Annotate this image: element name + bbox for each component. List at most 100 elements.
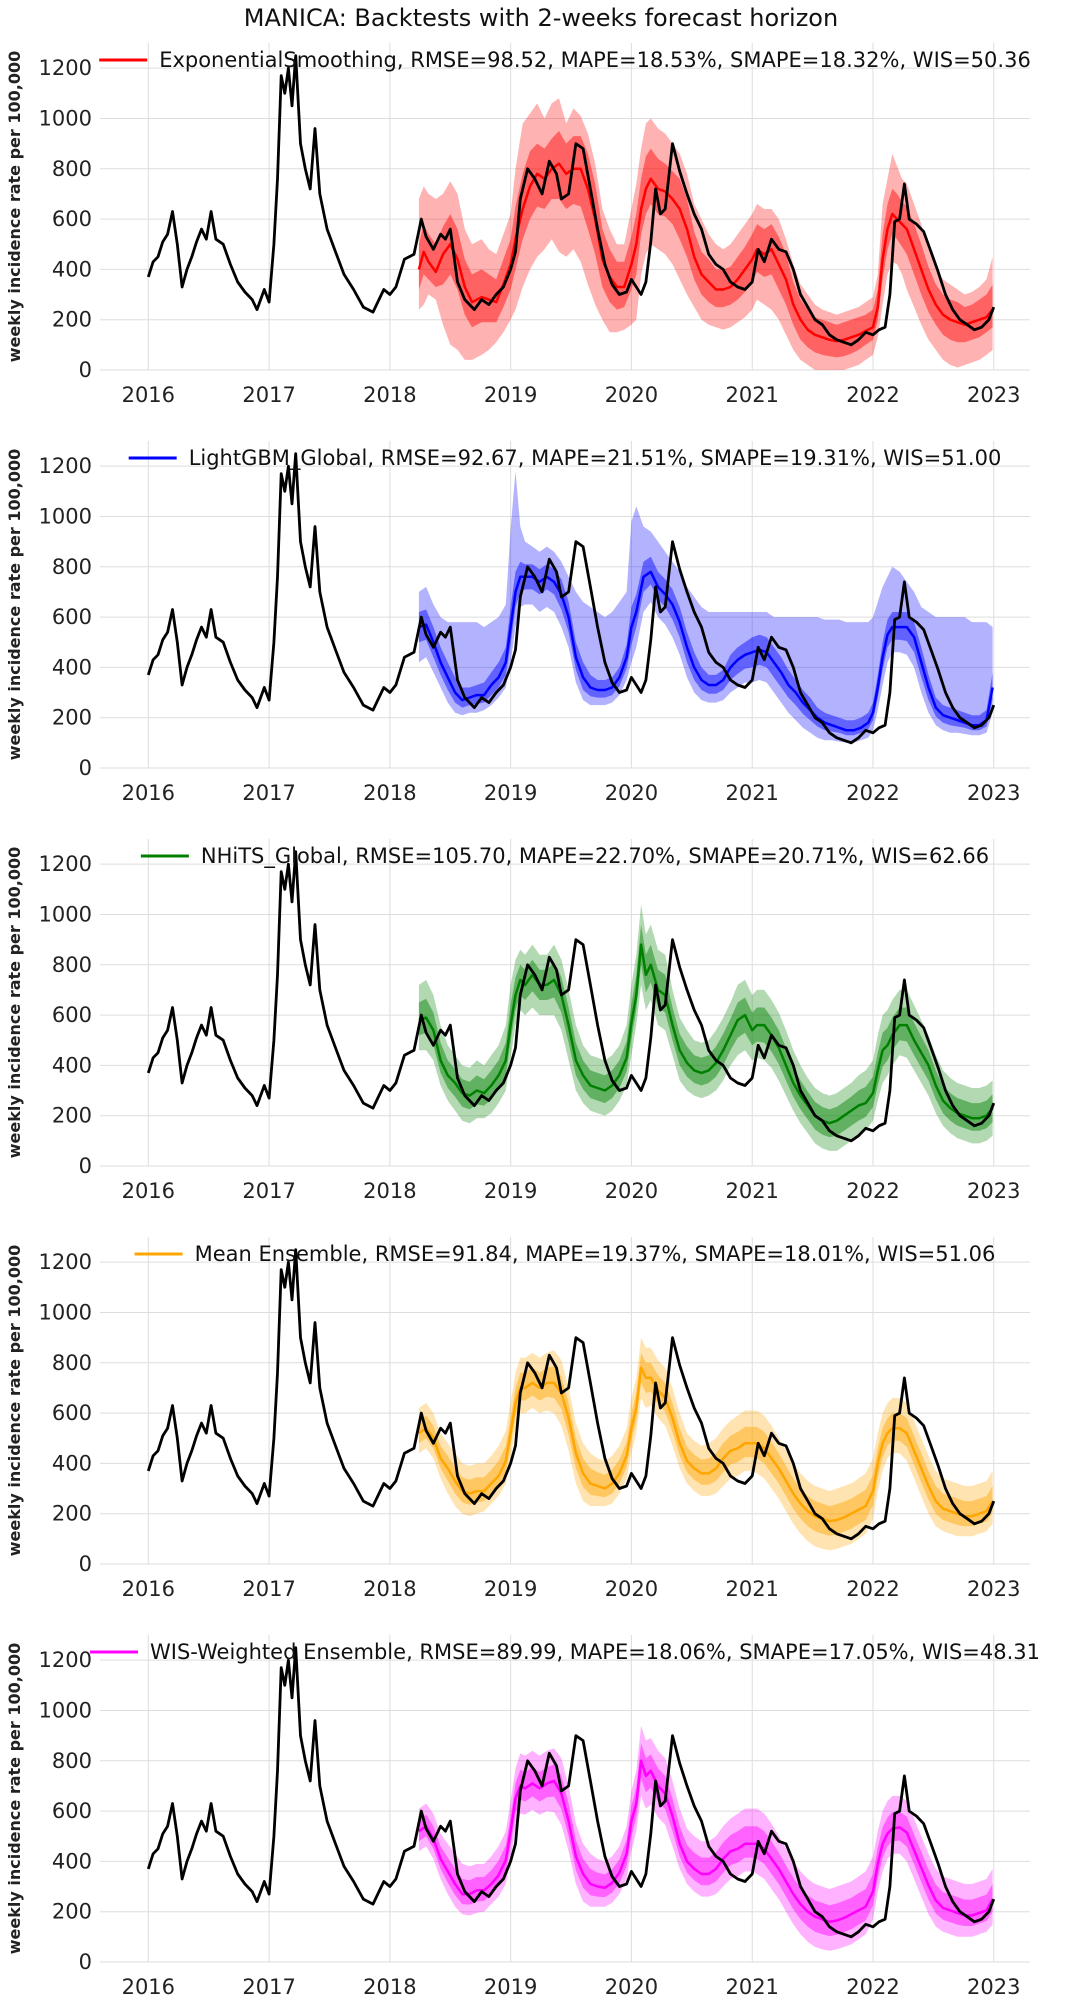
x-tick-label: 2021 — [725, 383, 778, 407]
y-tick-label: 600 — [52, 1401, 92, 1425]
y-tick-label: 0 — [79, 756, 92, 780]
x-tick-label: 2018 — [363, 1975, 416, 1999]
y-tick-label: 400 — [52, 1451, 92, 1475]
y-tick-label: 200 — [52, 706, 92, 730]
y-tick-label: 400 — [52, 257, 92, 281]
x-tick-label: 2016 — [122, 383, 175, 407]
y-tick-label: 600 — [52, 207, 92, 231]
y-tick-label: 0 — [79, 1552, 92, 1576]
x-tick-label: 2019 — [484, 383, 537, 407]
y-tick-label: 200 — [52, 1502, 92, 1526]
legend-label: NHiTS_Global, RMSE=105.70, MAPE=22.70%, … — [201, 844, 989, 869]
x-tick-label: 2018 — [363, 383, 416, 407]
x-tick-label: 2022 — [846, 1975, 899, 1999]
x-tick-label: 2020 — [605, 1577, 658, 1601]
y-tick-label: 0 — [79, 358, 92, 382]
x-tick-label: 2021 — [725, 1975, 778, 1999]
y-tick-label: 1200 — [39, 1250, 92, 1274]
legend-label: Mean Ensemble, RMSE=91.84, MAPE=19.37%, … — [195, 1242, 996, 1266]
y-tick-label: 0 — [79, 1950, 92, 1974]
figure-title: MANICA: Backtests with 2-weeks forecast … — [243, 4, 839, 32]
y-tick-label: 200 — [52, 1900, 92, 1924]
forecast-median-line — [418, 1759, 994, 1924]
x-tick-label: 2016 — [122, 1975, 175, 1999]
legend: WIS-Weighted Ensemble, RMSE=89.99, MAPE=… — [89, 1640, 1040, 1664]
y-tick-label: 1000 — [39, 902, 92, 926]
x-tick-label: 2022 — [846, 1577, 899, 1601]
y-tick-label: 400 — [52, 1053, 92, 1077]
panel-lightgbm-global: 2016 2017 2018 2019 2020 2021 2022 2023 0 200 400 6… — [5, 441, 1030, 805]
x-tick-label: 2021 — [725, 781, 778, 805]
x-tick-label: 2020 — [605, 781, 658, 805]
y-tick-label: 1000 — [39, 1698, 92, 1722]
legend-label: LightGBM_Global, RMSE=92.67, MAPE=21.51%… — [189, 446, 1002, 471]
x-tick-label: 2016 — [122, 1179, 175, 1203]
x-tick-label: 2023 — [967, 383, 1020, 407]
y-tick-label: 400 — [52, 1849, 92, 1873]
panel-nhits-global: 2016 2017 2018 2019 2020 2021 2022 2023 0 200 400 6… — [5, 839, 1030, 1203]
y-axis-label: weekly incidence rate per 100,000 — [5, 847, 24, 1158]
y-tick-label: 600 — [52, 605, 92, 629]
x-tick-label: 2020 — [605, 1975, 658, 1999]
y-tick-label: 1200 — [39, 56, 92, 80]
x-tick-label: 2016 — [122, 1577, 175, 1601]
legend: ExponentialSmoothing, RMSE=98.52, MAPE=1… — [99, 48, 1031, 72]
legend: Mean Ensemble, RMSE=91.84, MAPE=19.37%, … — [134, 1242, 996, 1266]
panel-exponential-smoothing: 2016 2017 2018 2019 2020 2021 2022 2023 0 200 400 6… — [5, 43, 1031, 407]
y-tick-label: 800 — [52, 555, 92, 579]
actual-series-line — [146, 1248, 996, 1541]
legend-label: WIS-Weighted Ensemble, RMSE=89.99, MAPE=… — [150, 1640, 1040, 1664]
y-axis-label: weekly incidence rate per 100,000 — [5, 1643, 24, 1954]
y-tick-label: 1200 — [39, 852, 92, 876]
actual-series-line — [146, 1646, 996, 1939]
y-tick-label: 0 — [79, 1154, 92, 1178]
forecast-outer-band — [418, 471, 993, 743]
panel-wis-weighted-ensemble: 2016 2017 2018 2019 2020 2021 2022 2023 0 200 400 6… — [5, 1635, 1040, 1999]
y-axis-label: weekly incidence rate per 100,000 — [5, 1245, 24, 1556]
forecast-outer-band — [418, 1725, 993, 1951]
x-tick-label: 2018 — [363, 781, 416, 805]
x-tick-label: 2017 — [242, 1577, 295, 1601]
y-tick-label: 600 — [52, 1799, 92, 1823]
x-tick-label: 2021 — [725, 1179, 778, 1203]
x-tick-label: 2017 — [242, 1179, 295, 1203]
y-tick-label: 800 — [52, 1351, 92, 1375]
x-tick-label: 2020 — [605, 383, 658, 407]
grid — [100, 1237, 1030, 1565]
x-tick-label: 2017 — [242, 781, 295, 805]
legend: NHiTS_Global, RMSE=105.70, MAPE=22.70%, … — [140, 844, 989, 869]
x-tick-label: 2019 — [484, 1975, 537, 1999]
x-tick-label: 2023 — [967, 1975, 1020, 1999]
y-axis-label: weekly incidence rate per 100,000 — [5, 51, 24, 362]
x-tick-label: 2022 — [846, 781, 899, 805]
y-tick-label: 1000 — [39, 504, 92, 528]
x-tick-label: 2022 — [846, 383, 899, 407]
y-tick-label: 1000 — [39, 106, 92, 130]
legend: LightGBM_Global, RMSE=92.67, MAPE=21.51%… — [128, 446, 1002, 471]
legend-label: ExponentialSmoothing, RMSE=98.52, MAPE=1… — [159, 48, 1031, 72]
x-tick-label: 2023 — [967, 1577, 1020, 1601]
x-tick-label: 2020 — [605, 1179, 658, 1203]
y-tick-label: 200 — [52, 1104, 92, 1128]
forecast-median-line — [418, 1366, 994, 1523]
x-tick-label: 2019 — [484, 781, 537, 805]
x-tick-label: 2023 — [967, 1179, 1020, 1203]
x-tick-label: 2018 — [363, 1577, 416, 1601]
y-tick-label: 200 — [52, 308, 92, 332]
y-axis-label: weekly incidence rate per 100,000 — [5, 449, 24, 760]
y-tick-label: 600 — [52, 1003, 92, 1027]
x-tick-label: 2018 — [363, 1179, 416, 1203]
x-tick-label: 2023 — [967, 781, 1020, 805]
x-tick-label: 2017 — [242, 383, 295, 407]
y-tick-label: 1200 — [39, 1648, 92, 1672]
y-tick-label: 400 — [52, 655, 92, 679]
y-tick-label: 800 — [52, 1749, 92, 1773]
panel-mean-ensemble: 2016 2017 2018 2019 2020 2021 2022 2023 0 200 400 6… — [5, 1237, 1030, 1601]
y-tick-label: 800 — [52, 157, 92, 181]
x-tick-label: 2019 — [484, 1179, 537, 1203]
actual-series-line — [146, 54, 996, 347]
actual-series-line — [146, 452, 996, 745]
forecast-inner-band — [418, 131, 993, 358]
x-tick-label: 2021 — [725, 1577, 778, 1601]
